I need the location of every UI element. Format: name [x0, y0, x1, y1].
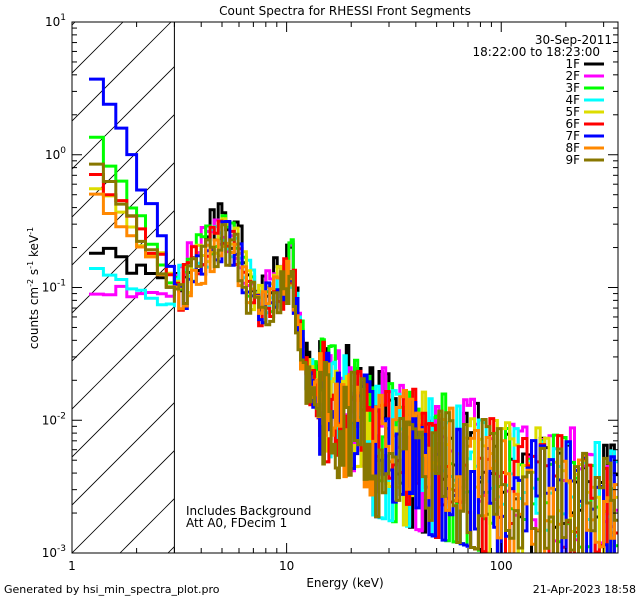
legend-label-7F: 7F [565, 129, 580, 143]
series-7F-line [89, 77, 616, 553]
y-axis-label: counts cm-2 s-1 keV-1 [26, 227, 41, 349]
y-tick-label: 10-2 [42, 411, 66, 427]
hatch-line [72, 22, 172, 122]
x-tick-labels: 1 10 100 [68, 559, 513, 573]
legend-label-5F: 5F [565, 105, 580, 119]
hatch-line [72, 450, 175, 553]
series-lines [89, 77, 618, 553]
legend-label-4F: 4F [565, 93, 580, 107]
time-range-label: 18:22:00 to 18:23:00 [473, 45, 600, 59]
y-tick-label: 100 [45, 146, 66, 162]
legend-label-2F: 2F [565, 69, 580, 83]
x-tick-label: 1 [68, 559, 76, 573]
legend-label-8F: 8F [565, 141, 580, 155]
timestamp-label: 21-Apr-2023 18:58 [532, 583, 636, 596]
legend-label-6F: 6F [565, 117, 580, 131]
series-9F-line [89, 162, 618, 553]
annotation-line: Includes Background [186, 504, 311, 518]
y-tick-label: 10-3 [42, 544, 66, 560]
legend-label-1F: 1F [565, 57, 580, 71]
legend-label-9F: 9F [565, 153, 580, 167]
y-tick-label: 10-1 [42, 279, 66, 295]
hatch-line [72, 258, 175, 362]
x-axis-label: Energy (keV) [306, 576, 383, 590]
chart-title: Count Spectra for RHESSI Front Segments [219, 4, 471, 18]
hatch-line [0, 22, 27, 553]
annotation-line: Att A0, FDecim 1 [186, 516, 287, 530]
x-tick-label: 100 [490, 559, 513, 573]
y-tick-label: 101 [45, 13, 66, 29]
generated-by-label: Generated by hsi_min_spectra_plot.pro [4, 583, 220, 596]
x-tick-label: 10 [279, 559, 294, 573]
hatch-line [72, 210, 175, 314]
y-tick-labels: 10-3 10-2 10-1 100 101 [42, 13, 67, 560]
legend-label-3F: 3F [565, 81, 580, 95]
axis-ticks [71, 21, 618, 554]
date-label: 30-Sep-2011 [535, 33, 612, 47]
hatch-line [72, 402, 175, 506]
hatch-line [72, 66, 175, 170]
